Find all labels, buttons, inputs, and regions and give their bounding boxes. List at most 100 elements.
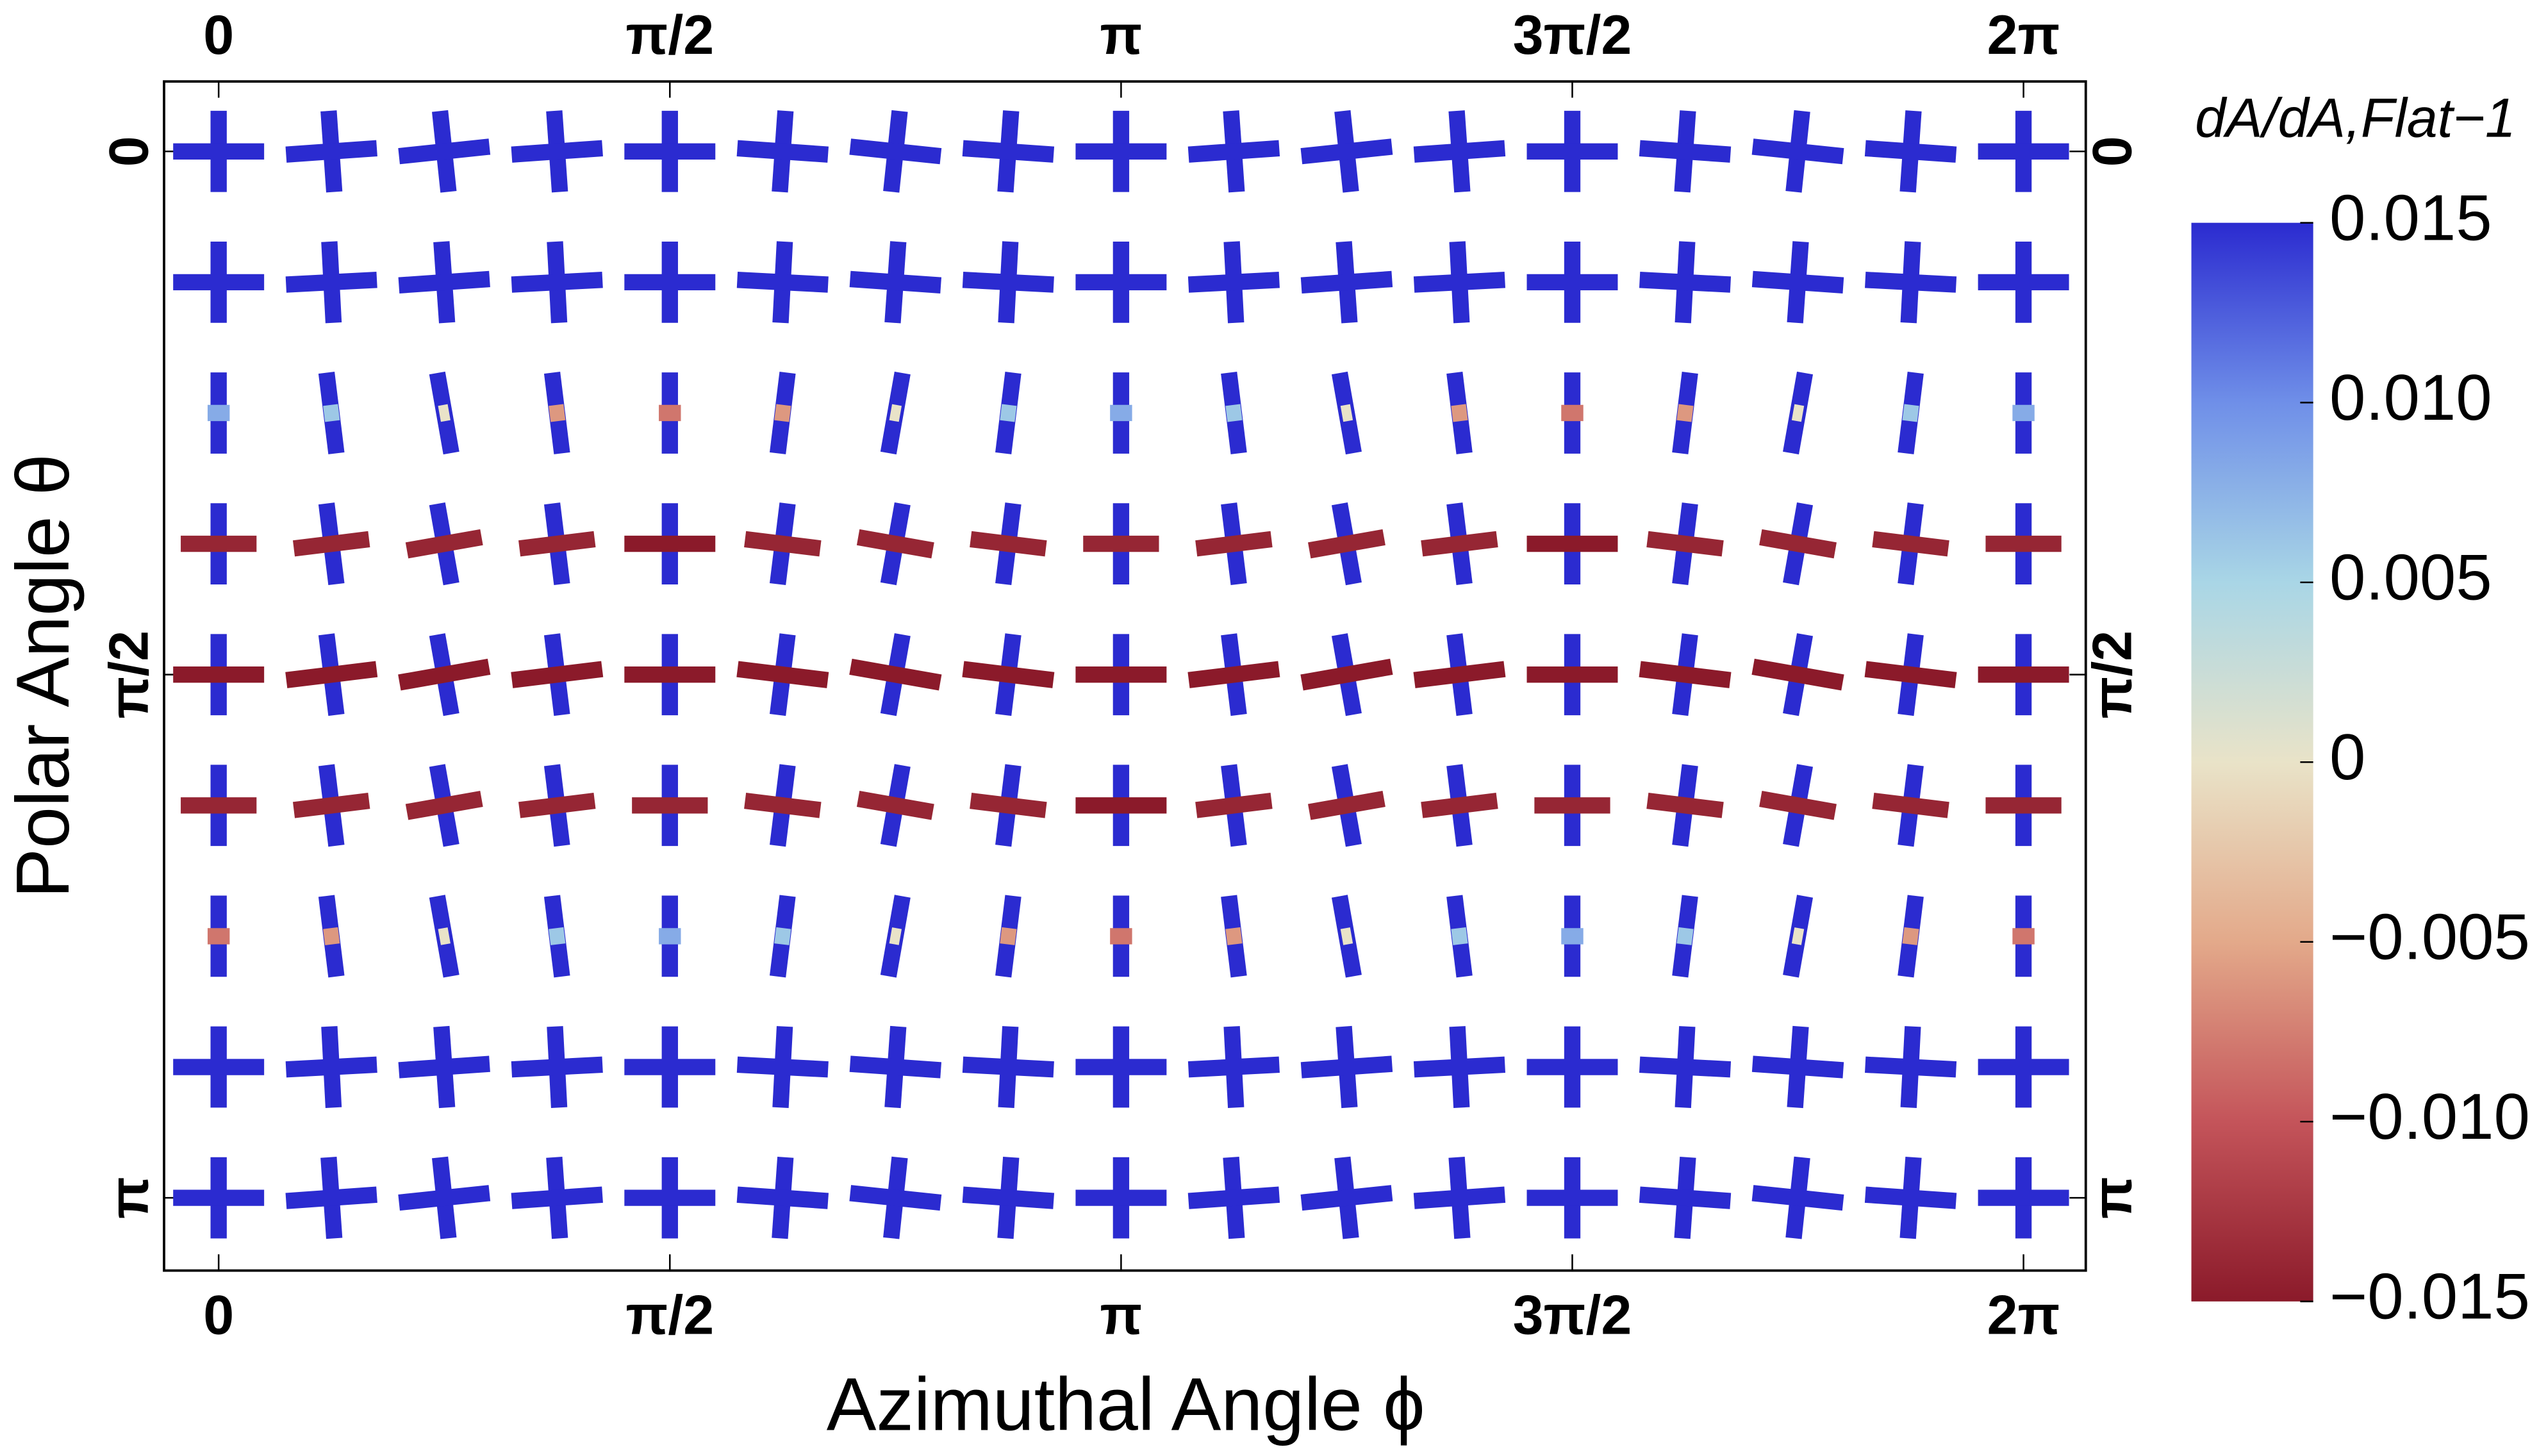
cross: [1978, 1026, 2069, 1108]
cross-horizontal-bar: [1791, 404, 1805, 422]
cross-horizontal-bar: [849, 1055, 942, 1079]
cross-horizontal-bar: [511, 661, 604, 688]
cross: [181, 503, 257, 584]
colorbar-tick-label: 0.005: [2329, 541, 2492, 613]
cross-horizontal-bar: [1872, 793, 1949, 818]
colorbar-tick-label: −0.005: [2329, 901, 2530, 973]
cross: [1751, 1025, 1844, 1109]
cross: [856, 502, 934, 586]
cross: [1195, 764, 1273, 847]
cross: [744, 764, 822, 847]
cross-horizontal-bar: [1451, 404, 1468, 422]
cross-horizontal-bar: [1646, 793, 1724, 818]
cross: [1864, 1157, 1957, 1239]
cross: [880, 895, 911, 978]
y-tick-label: π: [99, 1177, 160, 1219]
cross: [659, 372, 681, 454]
colorbar-tick-label: 0.010: [2329, 361, 2492, 434]
cross-horizontal-bar: [1751, 658, 1844, 691]
cross-horizontal-bar: [1308, 791, 1385, 820]
cross: [398, 1025, 490, 1109]
cross: [518, 764, 596, 847]
cross: [970, 502, 1047, 586]
cross: [1534, 765, 1610, 847]
cross: [511, 633, 604, 716]
cross: [173, 1026, 265, 1108]
cross: [632, 765, 708, 847]
cross: [1639, 110, 1732, 193]
cross-horizontal-bar: [849, 1185, 942, 1211]
cross-horizontal-bar: [1864, 661, 1957, 688]
cross: [736, 110, 829, 193]
cross: [880, 371, 911, 455]
cross-horizontal-bar: [1225, 927, 1243, 945]
cross-horizontal-bar: [292, 793, 370, 818]
cross: [1639, 1157, 1732, 1239]
x-tick-label-top: 2π: [1987, 4, 2060, 66]
cross: [1526, 634, 1618, 716]
cross: [285, 1157, 377, 1239]
cross: [995, 895, 1021, 978]
cross: [1526, 503, 1618, 584]
cross-horizontal-bar: [962, 661, 1055, 688]
cross: [1526, 242, 1618, 323]
cross: [1300, 633, 1393, 716]
cross-horizontal-bar: [1421, 531, 1498, 557]
cross-horizontal-bar: [438, 927, 451, 945]
cross: [1421, 764, 1498, 847]
cross: [543, 372, 570, 454]
cross: [1751, 241, 1844, 324]
cross: [624, 1157, 716, 1239]
cross-horizontal-bar: [1413, 661, 1506, 688]
cross-horizontal-bar: [1676, 404, 1694, 422]
cross: [511, 241, 603, 324]
cross: [1308, 764, 1385, 847]
cross: [285, 241, 377, 324]
cross: [1413, 1026, 1506, 1108]
cross: [624, 1026, 716, 1108]
cross: [1446, 895, 1473, 978]
cross-horizontal-bar: [1639, 140, 1732, 163]
cross: [849, 1025, 942, 1109]
cross: [770, 895, 796, 978]
cross-horizontal-bar: [889, 927, 902, 945]
cross-horizontal-bar: [285, 140, 377, 163]
cross-horizontal-bar: [736, 140, 829, 163]
cross-horizontal-bar: [856, 529, 934, 559]
cross-horizontal-bar: [736, 661, 829, 688]
cross-horizontal-bar: [398, 658, 491, 691]
cross: [1978, 242, 2069, 323]
x-tick-label: 3π/2: [1513, 1284, 1632, 1346]
cross: [962, 633, 1055, 716]
cross: [285, 633, 378, 716]
cross: [1413, 241, 1506, 324]
cross-horizontal-bar: [398, 1055, 490, 1079]
cross-horizontal-bar: [1187, 1056, 1280, 1078]
cross: [318, 372, 345, 454]
cross: [1864, 633, 1957, 716]
cross: [1187, 1026, 1280, 1108]
cross: [970, 764, 1047, 847]
cross: [1783, 371, 1814, 455]
colorbar-tick-label: −0.010: [2329, 1080, 2530, 1153]
cross-horizontal-bar: [1639, 661, 1732, 688]
x-tick-label: 2π: [1987, 1284, 2060, 1346]
x-tick-label-top: π: [1100, 4, 1142, 66]
cross-horizontal-bar: [285, 272, 377, 293]
cross: [429, 371, 459, 455]
cross: [1300, 110, 1393, 193]
cross-horizontal-bar: [849, 138, 942, 165]
cross: [2012, 372, 2035, 454]
colorbar: [2191, 222, 2313, 1302]
y-tick-label-right: 0: [2082, 136, 2144, 167]
cross: [1075, 1026, 1167, 1108]
cross-horizontal-bar: [398, 138, 491, 165]
cross: [405, 502, 483, 586]
cross: [173, 110, 265, 192]
cross: [1872, 502, 1949, 586]
cross-horizontal-bar: [1421, 793, 1498, 818]
x-tick-label-top: 3π/2: [1513, 4, 1632, 66]
cross: [1187, 241, 1280, 324]
